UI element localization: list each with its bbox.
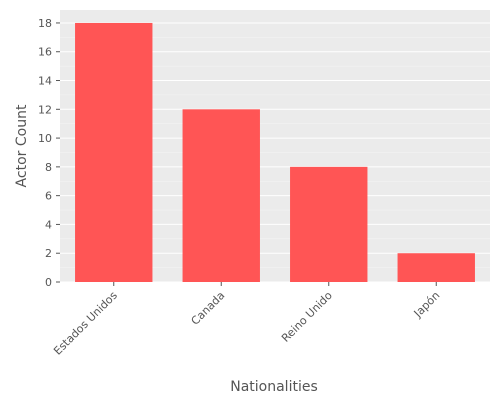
x-tick-label: Reino Unido — [279, 289, 335, 345]
x-tick-label: Japón — [411, 289, 443, 321]
bar-reino-unido — [290, 166, 368, 282]
x-axis-ticks: Estados Unidos Canada Reino Unido Japón — [51, 282, 442, 358]
y-tick-label: 2 — [45, 247, 52, 260]
y-axis-ticks: 0 2 4 6 8 10 12 14 16 18 — [38, 17, 60, 289]
y-tick-label: 8 — [45, 161, 52, 174]
y-tick-label: 12 — [38, 103, 52, 116]
bars — [75, 22, 475, 282]
bar-estados-unidos — [75, 22, 153, 282]
x-tick-label: Canada — [189, 289, 228, 328]
x-axis-title: Nationalities — [230, 379, 318, 395]
bar-canada — [182, 109, 260, 282]
y-tick-label: 4 — [45, 218, 52, 231]
y-tick-label: 6 — [45, 190, 52, 203]
bar-japón — [397, 253, 475, 282]
y-axis-title: Actor Count — [14, 104, 30, 187]
y-tick-label: 14 — [38, 75, 52, 88]
y-tick-label: 10 — [38, 132, 52, 145]
x-tick-label: Estados Unidos — [51, 289, 120, 358]
y-tick-label: 18 — [38, 17, 52, 30]
y-tick-label: 16 — [38, 46, 52, 59]
y-tick-label: 0 — [45, 276, 52, 289]
